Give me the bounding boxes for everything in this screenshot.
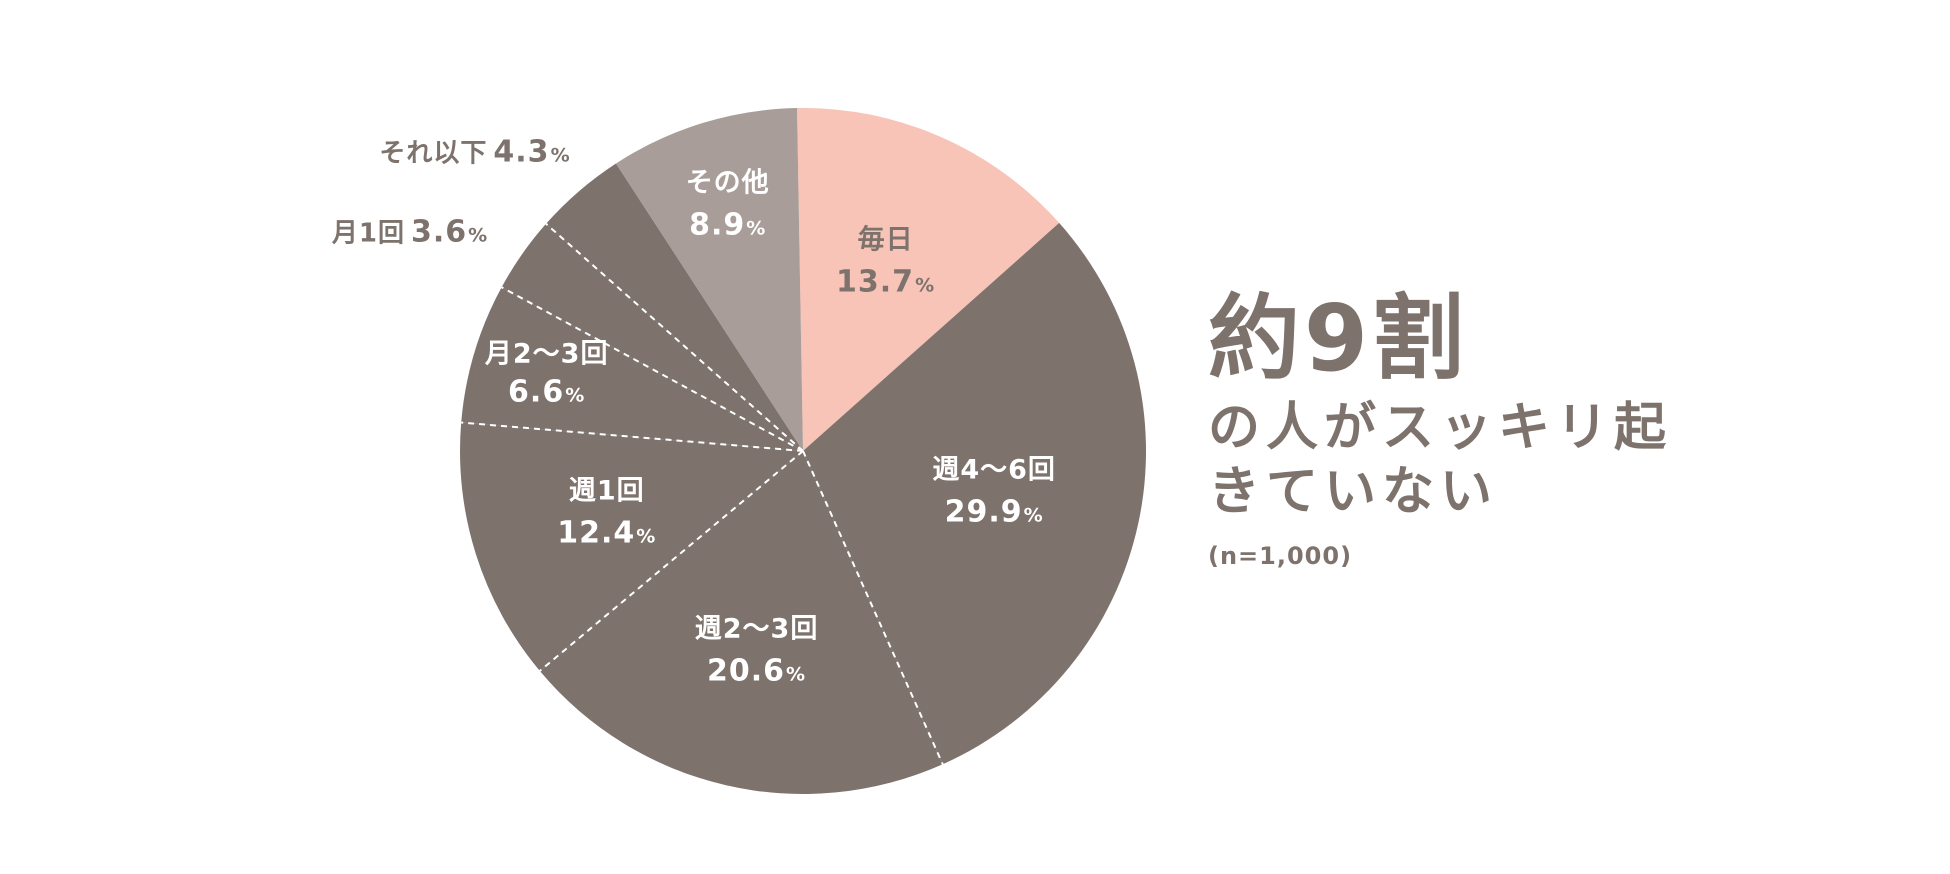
slice-label: 週1回 12.4% bbox=[557, 474, 656, 551]
slice-label-value: 13.7% bbox=[836, 264, 935, 302]
slice-label-name: その他 bbox=[685, 167, 770, 199]
pie-slice bbox=[803, 222, 1147, 765]
slice-label-name: 週4〜6回 bbox=[932, 454, 1056, 486]
slice-label: 週2〜3回 20.6% bbox=[695, 613, 819, 690]
slice-value-unit: % bbox=[468, 224, 489, 247]
slice-value-number: 13.7 bbox=[836, 264, 915, 300]
pie-slice bbox=[539, 451, 943, 794]
slice-label-value: 3.6% bbox=[411, 215, 488, 250]
slice-label-outside: それ以下 4.3% bbox=[379, 133, 570, 170]
slice-label-value: 20.6% bbox=[695, 653, 819, 691]
slice-label: 月2〜3回 6.6% bbox=[485, 338, 609, 411]
slice-value-unit: % bbox=[786, 663, 807, 686]
pie-slice bbox=[461, 287, 803, 451]
headline-title: 約9割 bbox=[1208, 285, 1469, 392]
slice-value-number: 12.4 bbox=[557, 515, 636, 551]
slice-label: 週4〜6回 29.9% bbox=[932, 453, 1056, 530]
slice-value-number: 8.9 bbox=[689, 207, 746, 243]
slice-label-name: 週1回 bbox=[568, 475, 645, 507]
slice-separator bbox=[461, 421, 804, 452]
pie-separators bbox=[461, 223, 944, 765]
slice-separator bbox=[545, 223, 804, 452]
slice-separator bbox=[501, 286, 804, 452]
pie-slice bbox=[797, 108, 1060, 451]
pie-slice bbox=[546, 163, 803, 451]
slice-label: その他 8.9% bbox=[686, 166, 770, 243]
slice-value-unit: % bbox=[1023, 504, 1044, 527]
slice-label-name: それ以下 bbox=[379, 138, 488, 169]
slice-value-number: 6.6 bbox=[508, 374, 565, 410]
slice-value-number: 20.6 bbox=[707, 653, 786, 689]
pie-slice bbox=[615, 108, 803, 451]
slice-separator bbox=[539, 450, 804, 672]
slice-value-unit: % bbox=[746, 217, 767, 240]
slice-value-number: 29.9 bbox=[944, 494, 1023, 530]
pie-slice bbox=[459, 422, 803, 671]
slice-label-name: 毎日 bbox=[857, 224, 914, 256]
headline-block: 約9割 の人がスッキリ起きていない (n=1,000) bbox=[1208, 288, 1728, 570]
slice-label-value: 12.4% bbox=[557, 514, 656, 552]
slice-value-unit: % bbox=[565, 384, 586, 407]
pie-slice bbox=[501, 223, 803, 451]
slice-label-value: 6.6% bbox=[485, 374, 609, 412]
pie-slices bbox=[459, 108, 1147, 794]
slice-label-outside: 月1回 3.6% bbox=[332, 213, 488, 250]
slice-label-name: 月2〜3回 bbox=[484, 338, 609, 370]
slice-value-number: 4.3 bbox=[493, 134, 550, 170]
slice-label-value: 8.9% bbox=[686, 206, 770, 244]
slice-separator bbox=[802, 450, 944, 765]
sample-size-note: (n=1,000) bbox=[1208, 542, 1353, 571]
slice-label-name: 月1回 bbox=[331, 218, 405, 249]
headline-subtitle: の人がスッキリ起きていない bbox=[1208, 398, 1673, 522]
slice-label-name: 週2〜3回 bbox=[694, 613, 819, 645]
slice-value-unit: % bbox=[915, 274, 936, 297]
slice-label: 毎日 13.7% bbox=[836, 224, 935, 301]
slice-value-number: 3.6 bbox=[410, 214, 468, 250]
slice-value-unit: % bbox=[550, 144, 571, 167]
slice-label-value: 4.3% bbox=[493, 135, 570, 170]
slice-value-unit: % bbox=[636, 525, 657, 548]
slice-label-value: 29.9% bbox=[932, 493, 1056, 531]
